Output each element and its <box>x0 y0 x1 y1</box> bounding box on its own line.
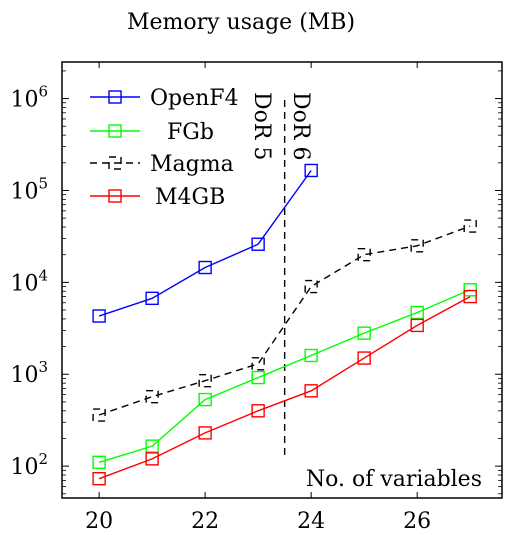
data-point-magma <box>92 408 106 422</box>
y-tick-label: 105 <box>10 174 48 204</box>
data-point-fgb <box>410 305 424 320</box>
chart-title: Memory usage (MB) <box>127 10 355 35</box>
legend-label-openf4: OpenF4 <box>150 86 239 111</box>
series-line-openf4 <box>98 170 312 317</box>
y-tick-label: 106 <box>10 83 48 113</box>
x-tick-label: 22 <box>191 509 219 534</box>
data-point-openf4 <box>92 309 106 323</box>
data-point-openf4 <box>304 163 318 178</box>
series-line-m4gb <box>98 295 471 480</box>
legend-label-m4gb: M4GB <box>155 185 225 210</box>
data-point-fgb <box>251 370 265 385</box>
data-point-magma <box>198 374 212 388</box>
legend-label-fgb: FGb <box>167 120 214 145</box>
legend-marker-m4gb <box>108 189 122 203</box>
data-point-openf4 <box>251 237 265 251</box>
data-point-m4gb <box>463 289 477 304</box>
data-point-m4gb <box>251 404 265 418</box>
data-point-fgb <box>463 283 477 297</box>
data-point-m4gb <box>410 318 424 333</box>
x-axis-label: No. of variables <box>306 467 482 492</box>
data-point-openf4 <box>145 291 159 306</box>
data-point-m4gb <box>198 426 212 440</box>
x-tick-label: 24 <box>297 509 325 534</box>
series-line-magma <box>98 225 471 416</box>
data-point-magma <box>145 389 159 404</box>
data-point-m4gb <box>145 452 159 466</box>
data-point-magma <box>410 239 424 253</box>
legend-marker-openf4 <box>108 90 122 104</box>
data-point-magma <box>357 247 371 262</box>
x-tick-label: 26 <box>403 509 431 534</box>
data-point-magma <box>251 357 265 371</box>
series-line-fgb <box>98 289 471 463</box>
data-point-openf4 <box>198 260 212 275</box>
x-tick-label: 20 <box>85 509 113 534</box>
data-point-m4gb <box>357 351 371 365</box>
data-point-magma <box>463 219 477 233</box>
plot-frame <box>61 61 503 499</box>
dor5-label: DoR 5 <box>249 92 274 160</box>
data-point-fgb <box>145 439 159 453</box>
legend-marker-fgb <box>108 124 122 138</box>
data-point-fgb <box>304 348 318 363</box>
data-point-magma <box>304 279 318 294</box>
data-point-fgb <box>357 326 371 340</box>
y-tick-label: 104 <box>10 266 48 296</box>
legend-label-magma: Magma <box>150 152 234 177</box>
data-point-fgb <box>92 455 106 470</box>
data-point-m4gb <box>304 384 318 398</box>
data-point-fgb <box>198 392 212 407</box>
data-point-m4gb <box>92 471 106 486</box>
legend-marker-magma <box>108 156 122 170</box>
y-tick-label: 103 <box>10 358 48 388</box>
y-tick-label: 102 <box>10 450 48 480</box>
plot-layer: 20 22 24 26 102 103 104 105 106 DoR 5 DoR 6 OpenF4 F… <box>10 62 502 534</box>
dor6-label: DoR 6 <box>288 92 313 160</box>
